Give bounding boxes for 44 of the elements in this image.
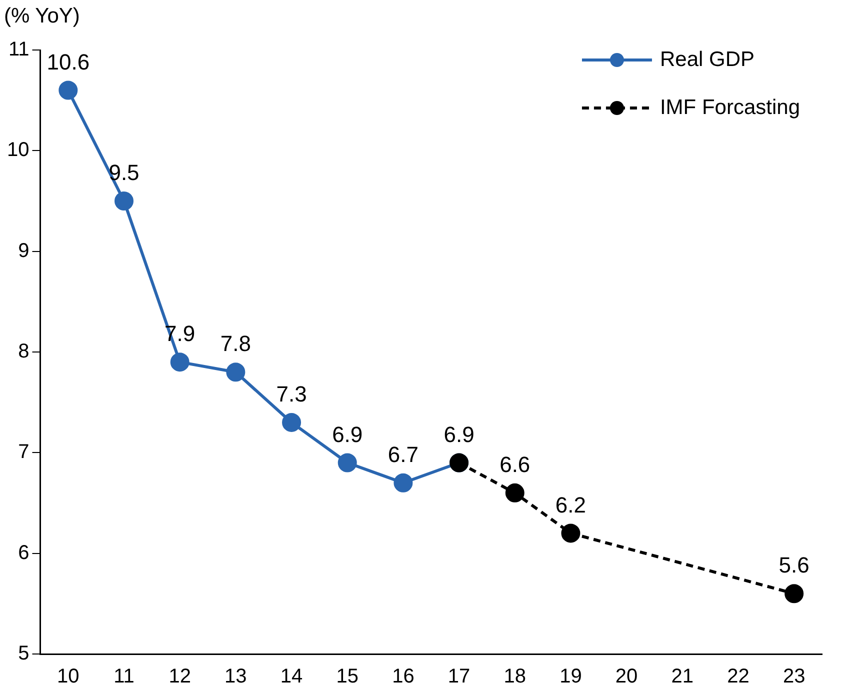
point [784, 584, 804, 604]
y-tick-label: 11 [8, 38, 30, 61]
x-tick-label: 11 [114, 666, 134, 688]
x-tick-label: 17 [448, 666, 470, 688]
x-tick-label: 21 [671, 666, 694, 688]
data-label: 6.2 [555, 492, 586, 518]
point [394, 473, 413, 492]
data-label: 10.6 [46, 49, 90, 74]
data-label: 9.5 [108, 160, 140, 186]
y-tick-label: 5 [18, 642, 30, 665]
data-label: 6.9 [332, 422, 363, 447]
point [58, 80, 78, 100]
x-tick-label: 20 [615, 666, 638, 688]
data-label: 7.8 [220, 331, 251, 356]
data-label: 6.6 [500, 452, 530, 477]
y-tick-label: 7 [18, 441, 30, 464]
data-label: 5.6 [778, 552, 810, 578]
point [226, 362, 246, 382]
data-label: 6.9 [444, 422, 474, 447]
point [561, 524, 580, 543]
x-tick-label: 23 [782, 666, 806, 688]
point [338, 453, 357, 472]
point [170, 352, 190, 372]
x-tick-label: 22 [727, 666, 750, 688]
point [114, 192, 134, 210]
legend-label: IMF Forcasting [660, 96, 800, 119]
y-tick-label: 9 [18, 240, 30, 262]
point [282, 412, 302, 432]
point [505, 483, 524, 502]
legend-label: Real GDP [660, 48, 755, 71]
x-tick-label: 12 [168, 666, 191, 688]
data-label: 6.7 [388, 442, 418, 467]
y-tick-label: 6 [18, 542, 30, 564]
x-tick-label: 15 [336, 666, 358, 688]
x-tick-label: 10 [57, 666, 80, 688]
x-tick-label: 13 [224, 666, 247, 688]
x-tick-label: 14 [280, 666, 303, 688]
data-label: 7.3 [276, 382, 307, 407]
y-tick-label: 8 [18, 340, 30, 363]
x-tick-label: 18 [504, 666, 526, 688]
x-tick-label: 19 [560, 666, 582, 688]
y-axis-title: (% YoY) [4, 4, 80, 28]
y-tick-label: 10 [6, 139, 30, 162]
x-tick-label: 16 [392, 666, 414, 688]
